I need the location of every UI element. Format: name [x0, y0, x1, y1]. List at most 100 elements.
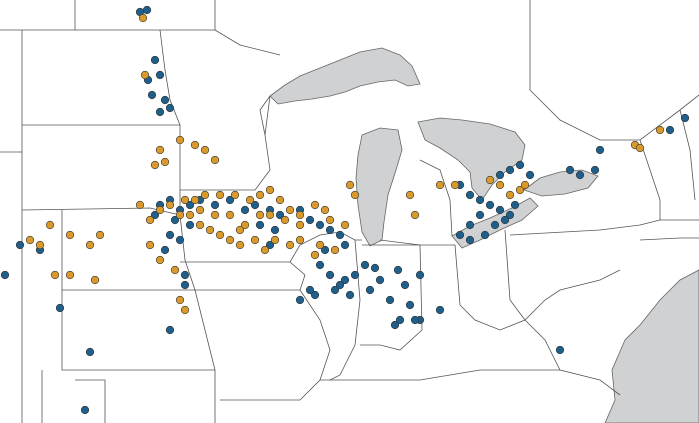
site-marker [235, 240, 245, 250]
site-marker [150, 210, 160, 220]
site-marker [240, 205, 250, 215]
site-marker [410, 210, 420, 220]
site-marker [515, 160, 525, 170]
site-marker [55, 303, 65, 313]
site-marker [135, 200, 145, 210]
site-marker [275, 210, 285, 220]
site-marker [330, 285, 340, 295]
site-marker [142, 5, 152, 15]
site-marker [225, 210, 235, 220]
site-marker [320, 205, 330, 215]
site-marker [150, 55, 160, 65]
site-marker [190, 195, 200, 205]
site-marker [265, 185, 275, 195]
site-marker [147, 90, 157, 100]
site-marker [305, 285, 315, 295]
site-marker [385, 295, 395, 305]
site-marker [435, 305, 445, 315]
site-marker [175, 235, 185, 245]
site-marker [0, 270, 10, 280]
site-marker [260, 245, 270, 255]
site-marker [350, 190, 360, 200]
site-marker [295, 210, 305, 220]
site-marker [565, 165, 575, 175]
site-marker [505, 190, 515, 200]
site-marker [495, 205, 505, 215]
site-marker [155, 205, 165, 215]
site-marker [400, 280, 410, 290]
site-marker [390, 320, 400, 330]
site-marker [305, 215, 315, 225]
site-marker [265, 210, 275, 220]
site-marker [465, 220, 475, 230]
site-marker [230, 190, 240, 200]
site-marker [365, 285, 375, 295]
site-marker [65, 230, 75, 240]
site-marker [435, 180, 445, 190]
site-marker [210, 200, 220, 210]
site-marker [85, 347, 95, 357]
site-marker [245, 195, 255, 205]
site-marker [255, 190, 265, 200]
site-marker [210, 155, 220, 165]
site-marker [410, 315, 420, 325]
site-marker [165, 200, 175, 210]
site-marker [190, 140, 200, 150]
site-marker [520, 180, 530, 190]
site-marker [185, 210, 195, 220]
site-marker [310, 200, 320, 210]
site-marker [205, 225, 215, 235]
site-marker [145, 215, 155, 225]
markers [0, 5, 690, 415]
site-marker [393, 265, 403, 275]
site-marker [65, 270, 75, 280]
site-marker [280, 215, 290, 225]
site-marker [455, 230, 465, 240]
site-marker [250, 200, 260, 210]
site-marker [405, 300, 415, 310]
site-marker [490, 220, 500, 230]
site-marker [310, 250, 320, 260]
site-marker [95, 230, 105, 240]
site-marker [265, 240, 275, 250]
site-marker [170, 265, 180, 275]
site-marker [415, 270, 425, 280]
site-marker [315, 220, 325, 230]
site-marker [285, 205, 295, 215]
site-marker [465, 190, 475, 200]
site-marker [195, 220, 205, 230]
site-marker [185, 200, 195, 210]
site-marker [270, 225, 280, 235]
site-marker [340, 240, 350, 250]
site-marker [595, 145, 605, 155]
site-marker [185, 220, 195, 230]
site-marker [575, 170, 585, 180]
site-marker [315, 260, 325, 270]
site-marker [155, 107, 165, 117]
site-marker [515, 185, 525, 195]
site-marker [485, 175, 495, 185]
site-marker [140, 70, 150, 80]
site-marker [240, 220, 250, 230]
site-marker [160, 95, 170, 105]
site-marker [85, 240, 95, 250]
site-marker [255, 210, 265, 220]
site-marker [465, 235, 475, 245]
site-marker [345, 180, 355, 190]
site-marker [170, 215, 180, 225]
site-marker [325, 215, 335, 225]
site-marker [160, 245, 170, 255]
site-marker [495, 170, 505, 180]
site-marker [395, 315, 405, 325]
site-marker [215, 190, 225, 200]
site-marker [175, 295, 185, 305]
site-marker [50, 270, 60, 280]
site-marker [450, 180, 460, 190]
site-marker [180, 305, 190, 315]
site-marker [155, 255, 165, 265]
site-marker [310, 290, 320, 300]
site-marker [485, 200, 495, 210]
site-marker [475, 210, 485, 220]
ocean [604, 269, 699, 423]
